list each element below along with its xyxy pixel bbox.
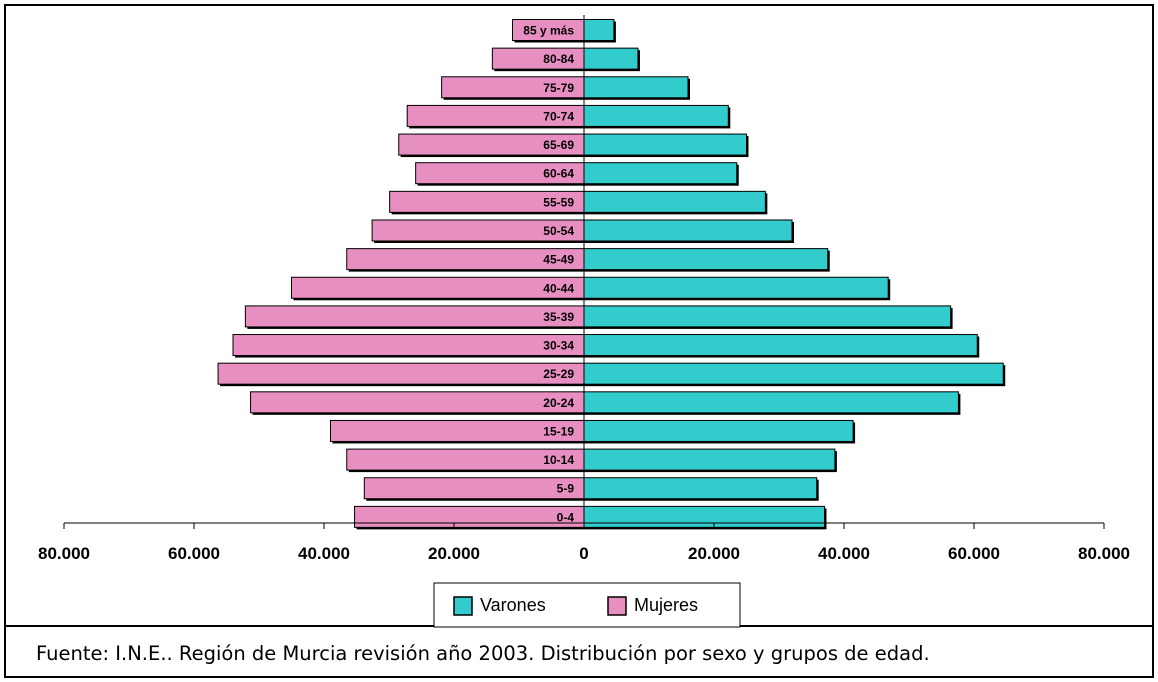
x-tick-label: 80.000 bbox=[38, 544, 90, 563]
mujeres-bar bbox=[244, 305, 585, 328]
category-label: 10-14 bbox=[543, 453, 574, 467]
varones-bar bbox=[583, 133, 747, 156]
category-label: 30-34 bbox=[543, 339, 574, 353]
category-label: 85 y más bbox=[523, 24, 574, 38]
category-label: 35-39 bbox=[543, 310, 574, 324]
x-tick-label: 40.000 bbox=[298, 544, 350, 563]
x-tick-label: 60.000 bbox=[168, 544, 220, 563]
mujeres-bar bbox=[354, 505, 585, 528]
varones-bar bbox=[583, 76, 689, 99]
x-tick-label: 20.000 bbox=[428, 544, 480, 563]
category-label: 65-69 bbox=[543, 138, 574, 152]
category-label: 45-49 bbox=[543, 253, 574, 267]
varones-bar bbox=[583, 104, 729, 127]
category-label: 80-84 bbox=[543, 52, 574, 66]
mujeres-bar bbox=[217, 362, 585, 385]
varones-bar bbox=[583, 391, 959, 414]
category-label: 60-64 bbox=[543, 167, 574, 181]
x-tick-label: 40.000 bbox=[818, 544, 870, 563]
varones-bar bbox=[583, 19, 615, 41]
category-label: 50-54 bbox=[543, 224, 574, 238]
category-label: 15-19 bbox=[543, 424, 574, 438]
mujeres-bar bbox=[291, 276, 585, 299]
legend-label: Mujeres bbox=[634, 595, 698, 615]
varones-bar bbox=[583, 47, 639, 70]
mujeres-bar bbox=[250, 391, 585, 414]
varones-series bbox=[583, 19, 1006, 530]
category-label: 40-44 bbox=[543, 281, 574, 295]
varones-bar bbox=[583, 419, 854, 442]
mujeres-series bbox=[217, 19, 587, 530]
varones-bar bbox=[583, 276, 889, 299]
legend-label: Varones bbox=[480, 595, 546, 615]
varones-bar bbox=[583, 305, 952, 328]
category-label: 5-9 bbox=[557, 482, 575, 496]
category-label: 20-24 bbox=[543, 396, 574, 410]
source-caption: Fuente: I.N.E.. Región de Murcia revisió… bbox=[36, 642, 930, 665]
x-tick-label: 80.000 bbox=[1078, 544, 1130, 563]
category-labels: 0-4 5-9 10-14 15-19 20-24 25-29 30-34 35-39 40-4… bbox=[523, 24, 574, 525]
varones-bar bbox=[583, 334, 978, 357]
legend: Varones Mujeres bbox=[433, 582, 741, 628]
varones-bar bbox=[583, 248, 829, 271]
category-label: 0-4 bbox=[557, 510, 575, 524]
category-label: 75-79 bbox=[543, 81, 574, 95]
category-label: 55-59 bbox=[543, 195, 574, 209]
x-tick-label: 0 bbox=[579, 544, 588, 563]
varones-bar bbox=[583, 448, 836, 471]
varones-bar bbox=[583, 190, 766, 213]
legend-swatch bbox=[453, 596, 473, 616]
mujeres-bar bbox=[232, 334, 585, 357]
x-tick-label: 60.000 bbox=[948, 544, 1000, 563]
varones-bar bbox=[583, 362, 1004, 385]
x-axis: 80.000 60.000 40.000 20.000 0 20.000 40.000 60.… bbox=[38, 15, 1130, 563]
category-label: 70-74 bbox=[543, 109, 574, 123]
varones-bar bbox=[583, 219, 793, 242]
mujeres-bar bbox=[363, 477, 585, 500]
legend-box bbox=[433, 582, 741, 628]
varones-bar bbox=[583, 162, 738, 185]
x-tick-label: 20.000 bbox=[688, 544, 740, 563]
varones-bar bbox=[583, 477, 818, 500]
chart-frame bbox=[4, 4, 1154, 678]
legend-swatch bbox=[607, 596, 627, 616]
category-label: 25-29 bbox=[543, 367, 574, 381]
varones-bar bbox=[583, 505, 825, 528]
